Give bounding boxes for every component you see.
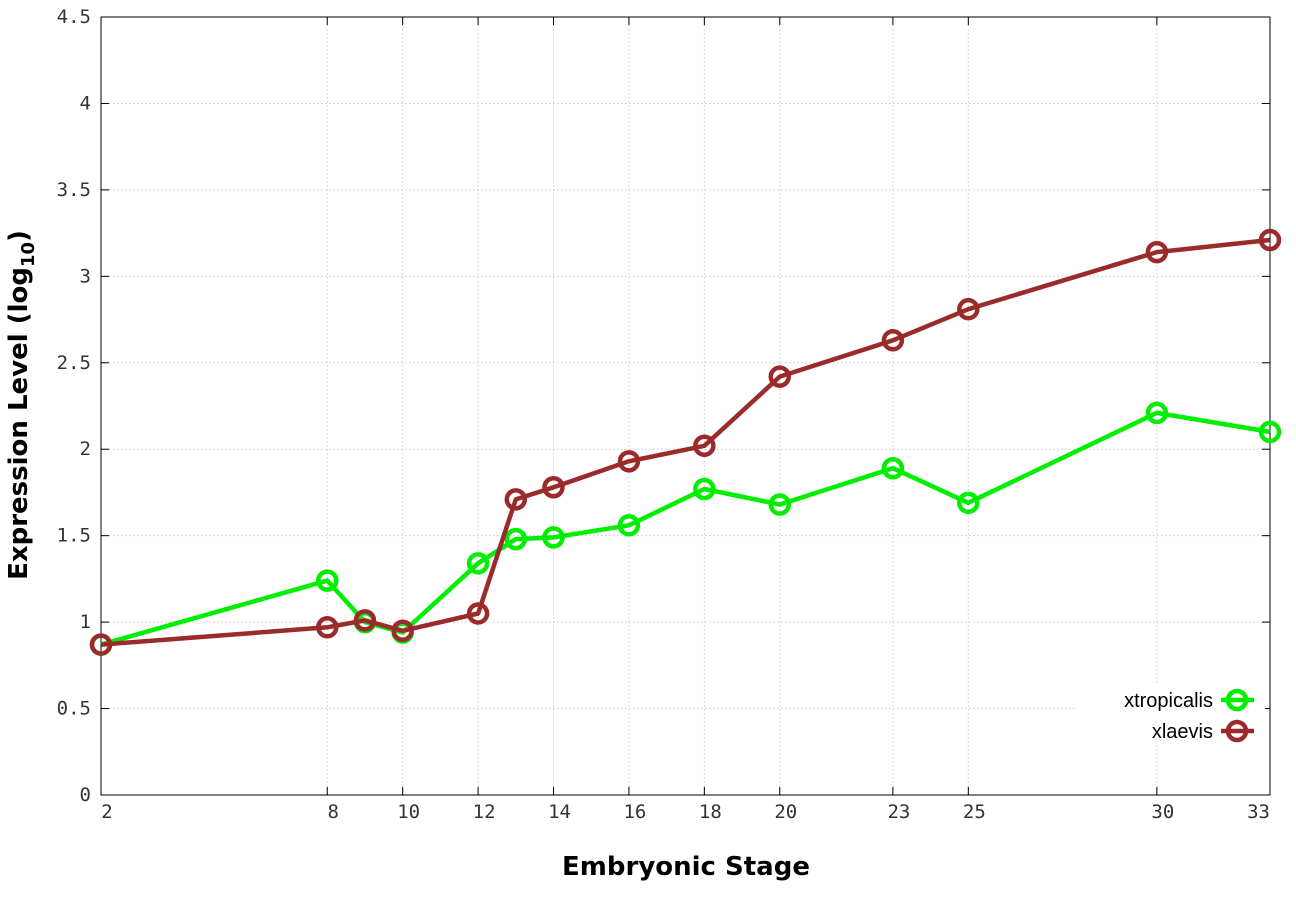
data-point [316, 616, 339, 639]
data-point [617, 514, 641, 537]
series-line [100, 237, 1271, 647]
data-point [881, 456, 905, 480]
data-point [89, 633, 113, 656]
axis-ticks: 0 0.5 1 1.5 2 2.5 3 3.5 4 4.5 2 8 10 12 14 16 18 20 23 25 30… [57, 6, 1271, 823]
legend-item-xlaevis: xlaevis [1152, 719, 1254, 743]
data-point [466, 552, 490, 575]
x-tick-label: 20 [774, 801, 797, 823]
y-tick-label: 4.5 [57, 6, 91, 28]
y-tick-label: 0.5 [57, 698, 91, 720]
x-tick-label: 23 [887, 801, 910, 823]
data-point [1145, 240, 1169, 264]
x-tick-label: 8 [328, 801, 339, 823]
x-tick-label: 12 [473, 801, 496, 823]
series-lines [89, 228, 1282, 656]
legend-label: xtropicalis [1124, 690, 1213, 712]
x-tick-label: 16 [623, 801, 646, 823]
y-tick-label: 4 [80, 92, 91, 114]
x-axis-title: Embryonic Stage [562, 852, 810, 882]
data-point [957, 297, 980, 321]
legend-item-xtropicalis: xtropicalis [1124, 688, 1254, 712]
y-tick-label: 3.5 [57, 179, 91, 201]
data-point [693, 434, 716, 458]
y-tick-label: 0 [80, 784, 91, 806]
legend-swatch-marker [1225, 688, 1249, 712]
data-point [542, 476, 565, 499]
data-point [353, 609, 377, 632]
series-xlaevis [89, 228, 1282, 656]
y-tick-label: 1.5 [57, 525, 91, 547]
x-tick-label: 18 [699, 801, 722, 823]
data-point [957, 491, 980, 515]
y-axis-title-close: ) [4, 230, 34, 242]
legend-label: xlaevis [1152, 721, 1213, 743]
data-point [768, 493, 792, 516]
data-point [542, 526, 565, 549]
data-point [466, 602, 490, 625]
legend: xtropicalis xlaevis [1075, 683, 1265, 745]
y-tick-label: 1 [80, 611, 91, 633]
y-tick-label: 3 [80, 265, 91, 287]
data-point [391, 619, 414, 643]
y-tick-label: 2.5 [57, 352, 91, 374]
x-tick-label: 14 [548, 801, 571, 823]
x-tick-label: 10 [397, 801, 420, 823]
data-point [617, 450, 641, 473]
x-tick-label: 2 [101, 801, 112, 823]
data-point [693, 477, 716, 501]
x-tick-label: 25 [963, 801, 986, 823]
plot-frame [100, 16, 1271, 796]
data-point [1258, 228, 1282, 252]
data-point [881, 329, 905, 352]
y-axis-title-subscript: 10 [18, 242, 39, 267]
x-tick-label: 33 [1247, 801, 1270, 823]
y-axis-title: Expression Level (log10) [4, 230, 39, 580]
data-point [504, 527, 528, 551]
data-point [768, 365, 792, 388]
data-point [1258, 420, 1282, 444]
data-point [504, 488, 528, 511]
data-point [1145, 401, 1169, 425]
y-axis-title-main: Expression Level (log [4, 267, 34, 580]
legend-swatch-marker [1225, 719, 1249, 743]
data-point [316, 569, 339, 592]
y-tick-label: 2 [80, 438, 91, 460]
x-tick-label: 30 [1151, 801, 1174, 823]
